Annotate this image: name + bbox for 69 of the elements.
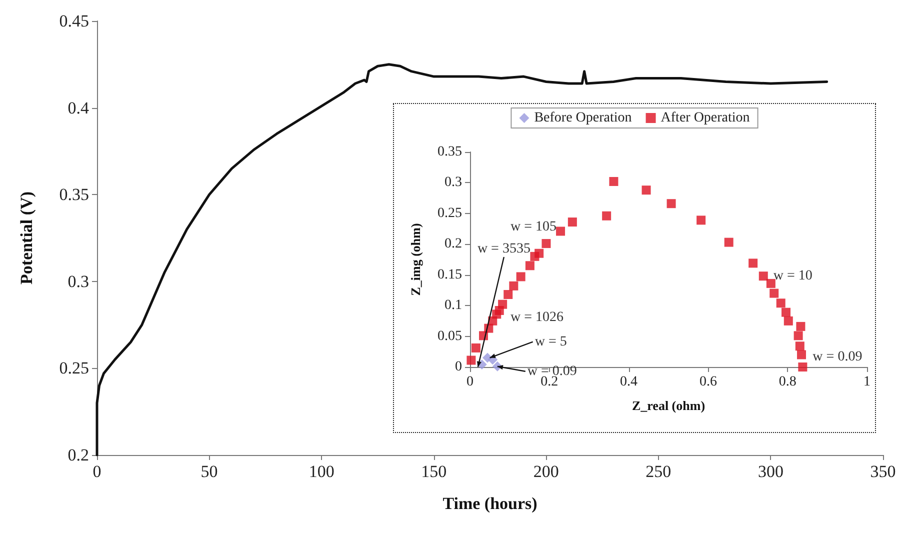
point [798, 362, 808, 372]
y-tick-label: 0.4 [68, 98, 90, 118]
x-tick-label: 50 [200, 462, 218, 481]
point [498, 300, 508, 309]
annotation: w = 10 [773, 268, 812, 284]
annotation: w = 5 [534, 334, 567, 350]
y-axis-title: Z_img (ohm) [408, 223, 423, 296]
point [776, 298, 786, 308]
y-tick-label: 0.25 [438, 206, 462, 221]
x-tick-label: 1 [864, 374, 870, 390]
point [758, 272, 768, 281]
point [642, 186, 651, 195]
y-tick-label: 0.3 [68, 272, 89, 291]
line-series [96, 63, 828, 456]
x-tick-label: 100 [308, 462, 334, 481]
x-tick-label: 0.8 [778, 374, 796, 390]
point [609, 176, 618, 186]
annotation: w = 0.09 [812, 350, 862, 364]
x-axis-title: Time (hours) [442, 494, 538, 513]
point [525, 261, 534, 270]
x-tick-label: 0 [92, 462, 102, 481]
point [556, 226, 566, 236]
y-tick-label: 0 [455, 360, 462, 374]
point [794, 331, 803, 340]
point [782, 308, 791, 317]
y-tick-label: 0.1 [444, 298, 462, 314]
x-axis-title: Z_real (ohm) [632, 398, 706, 413]
x-tick-label: 150 [421, 462, 447, 481]
x-tick-label: 0.6 [699, 374, 717, 390]
x-tick-label: 0.4 [620, 374, 638, 390]
point [466, 356, 476, 365]
point [766, 278, 776, 288]
point [724, 238, 734, 247]
y-tick-label: 0.25 [59, 358, 89, 378]
point [568, 218, 577, 227]
y-tick-label: 0.35 [438, 144, 462, 160]
x-tick-label: 0 [466, 374, 474, 390]
point [748, 258, 758, 268]
annotation: w = 1026 [510, 310, 564, 326]
point [542, 239, 551, 248]
legend-label: After Operation [660, 110, 750, 126]
point [795, 342, 804, 351]
annotation: w = 3535 [477, 242, 530, 256]
point [516, 272, 526, 282]
x-tick-label: 350 [870, 462, 896, 481]
point [602, 211, 612, 220]
point [696, 216, 706, 225]
x-tick-label: 300 [758, 462, 784, 481]
y-tick-label: 0.3 [444, 175, 462, 190]
point [504, 290, 513, 300]
y-axis-title: Potential (V) [17, 191, 36, 285]
point [534, 248, 544, 258]
point [666, 199, 676, 208]
point [770, 288, 779, 298]
point [471, 343, 480, 352]
annotation: w = 105 [510, 220, 557, 235]
y-tick-label: 0.2 [444, 236, 462, 252]
y-tick-label: 0.2 [68, 446, 89, 464]
x-tick-label: 250 [646, 462, 672, 481]
point [784, 316, 793, 326]
x-tick-label: 200 [533, 462, 559, 481]
point [796, 350, 806, 360]
y-tick-label: 0.35 [59, 185, 89, 204]
y-tick-label: 0.15 [438, 267, 462, 282]
y-tick-label: 0.05 [438, 328, 462, 344]
point [796, 322, 806, 331]
point [509, 281, 518, 290]
y-tick-label: 0.45 [59, 12, 89, 30]
legend-label: Before Operation [534, 110, 632, 126]
